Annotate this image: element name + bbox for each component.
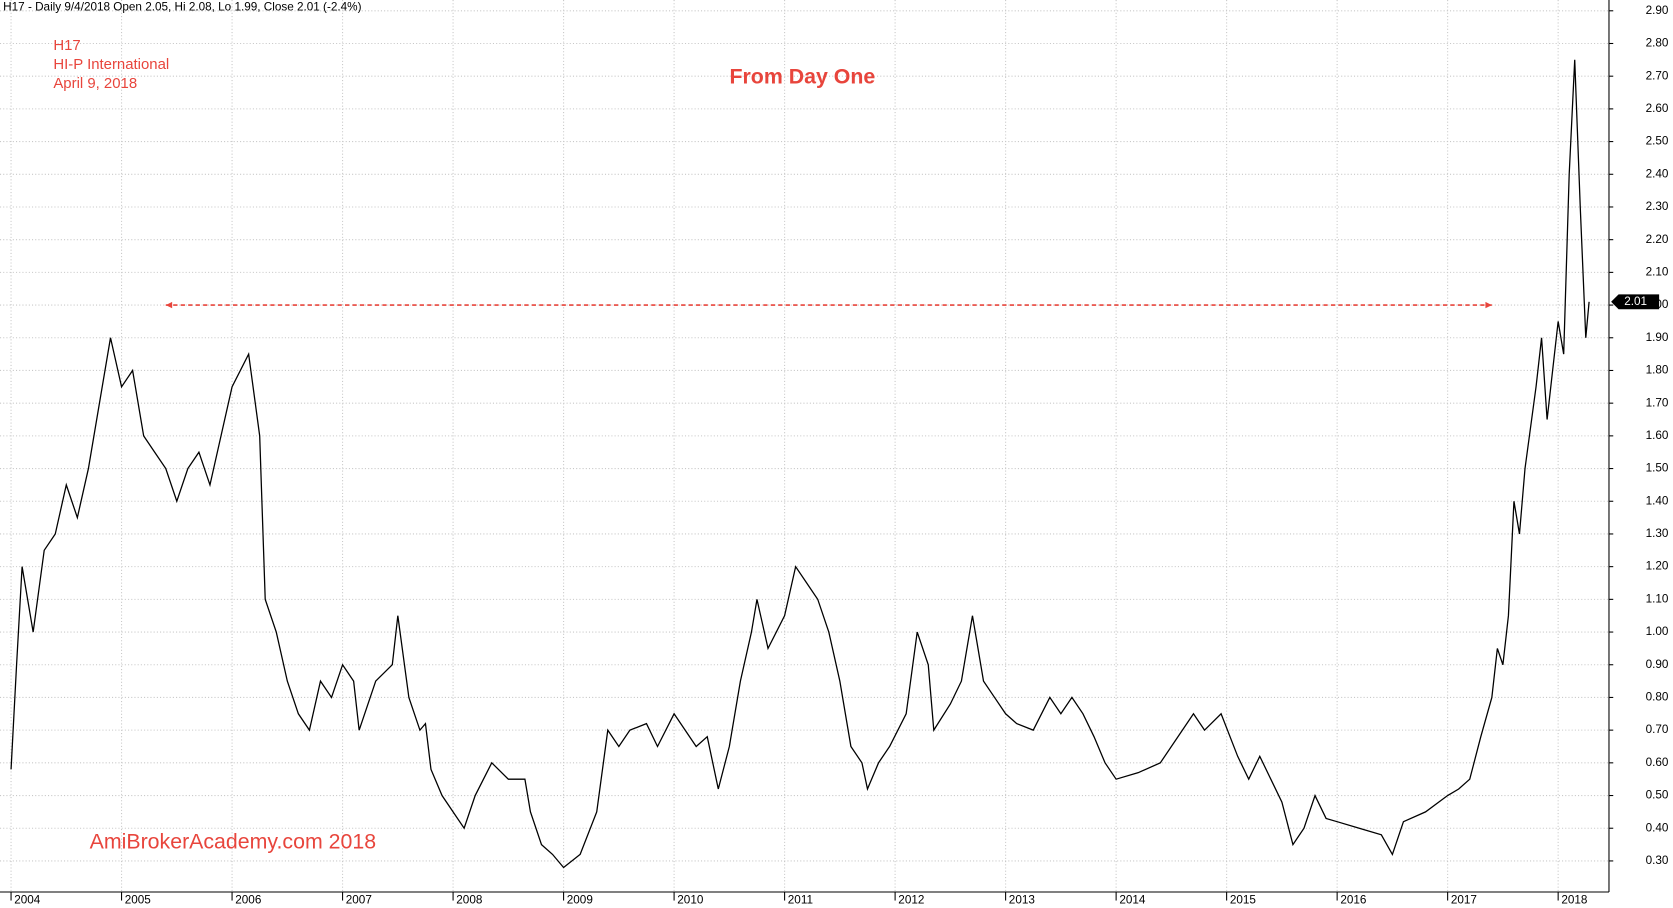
y-tick-label: 2.10	[1646, 265, 1669, 278]
x-tick-label: 2004	[14, 894, 41, 907]
x-tick-label: 2016	[1340, 894, 1366, 907]
x-tick-label: 2006	[235, 894, 261, 907]
y-tick-label: 2.40	[1646, 167, 1669, 180]
chart-title: From Day One	[729, 65, 875, 89]
y-tick-label: 2.30	[1646, 200, 1669, 213]
x-tick-label: 2005	[125, 894, 152, 907]
y-tick-label: 0.50	[1646, 789, 1669, 802]
y-tick-label: 1.70	[1646, 396, 1669, 409]
close-marker	[1611, 294, 1660, 310]
annotation: HI-P International	[53, 56, 169, 73]
y-tick-label: 1.10	[1646, 592, 1669, 605]
x-tick-label: 2014	[1119, 894, 1146, 907]
annotation: H17	[53, 37, 80, 54]
y-tick-label: 0.80	[1646, 691, 1669, 704]
arrow-head	[1485, 301, 1492, 309]
x-tick-label: 2013	[1009, 894, 1035, 907]
x-tick-label: 2017	[1451, 894, 1477, 907]
x-tick-label: 2018	[1561, 894, 1588, 907]
y-tick-label: 0.40	[1646, 821, 1669, 834]
y-tick-label: 1.20	[1646, 560, 1669, 573]
grid	[0, 0, 1609, 892]
y-tick-label: 1.00	[1646, 625, 1669, 638]
y-tick-label: 0.90	[1646, 658, 1669, 671]
y-tick-label: 2.20	[1646, 233, 1669, 246]
y-tick-label: 2.80	[1646, 37, 1669, 50]
x-tick-label: 2015	[1230, 894, 1257, 907]
watermark: AmiBrokerAcademy.com 2018	[90, 830, 376, 854]
x-tick-label: 2009	[567, 894, 593, 907]
close-label: 2.01	[1624, 295, 1647, 308]
y-tick-label: 1.40	[1646, 494, 1669, 507]
arrow-head	[165, 301, 173, 309]
x-tick-label: 2012	[898, 894, 924, 907]
x-tick-label: 2011	[788, 894, 813, 907]
price-line	[10, 59, 1590, 869]
x-tick-label: 2008	[456, 894, 483, 907]
y-tick-label: 2.60	[1646, 102, 1669, 115]
annotation: April 9, 2018	[53, 75, 137, 92]
y-tick-label: 1.50	[1646, 462, 1669, 475]
y-tick-label: 1.60	[1646, 429, 1669, 442]
y-tick-label: 0.70	[1646, 723, 1669, 736]
y-tick-label: 2.90	[1646, 4, 1669, 17]
x-tick-label: 2010	[677, 894, 704, 907]
x-tick-label: 2007	[346, 894, 372, 907]
header: H17 - Daily 9/4/2018 Open 2.05, Hi 2.08,…	[3, 1, 361, 14]
y-tick-label: 1.30	[1646, 527, 1669, 540]
y-tick-label: 1.80	[1646, 364, 1669, 377]
y-tick-label: 2.70	[1646, 69, 1669, 82]
y-tick-label: 2.50	[1646, 135, 1669, 148]
y-tick-label: 0.60	[1646, 756, 1669, 769]
y-tick-label: 1.90	[1646, 331, 1669, 344]
y-tick-label: 0.30	[1646, 854, 1669, 867]
